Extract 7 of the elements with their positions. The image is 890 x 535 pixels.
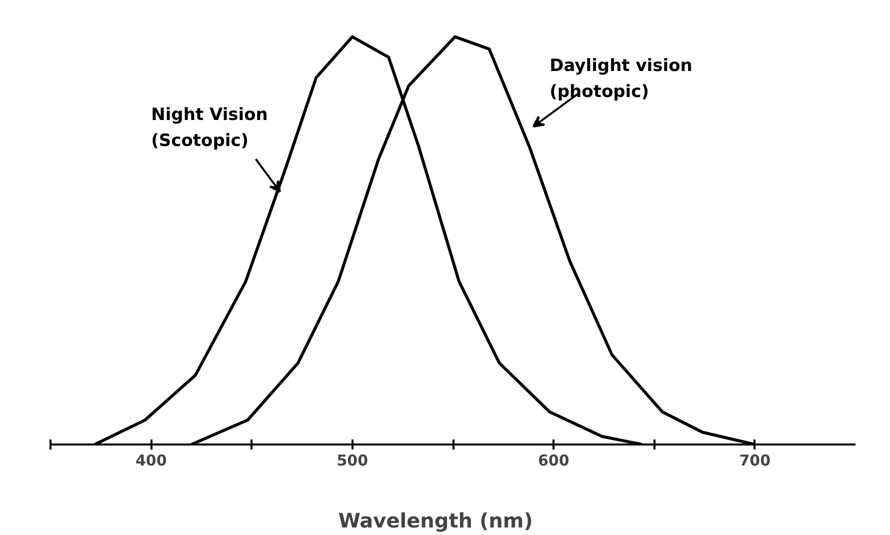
text: Daylight vision (photopic) bbox=[550, 56, 692, 102]
x-tick-label: 400 bbox=[135, 452, 167, 470]
x-axis-title: Wavelength (nm) bbox=[338, 508, 533, 532]
series-label: Night Vision (Scotopic) bbox=[151, 104, 268, 151]
x-tick-label: 700 bbox=[739, 452, 771, 470]
x-tick-label: 500 bbox=[336, 452, 368, 470]
x-tick-label: 600 bbox=[538, 452, 570, 470]
